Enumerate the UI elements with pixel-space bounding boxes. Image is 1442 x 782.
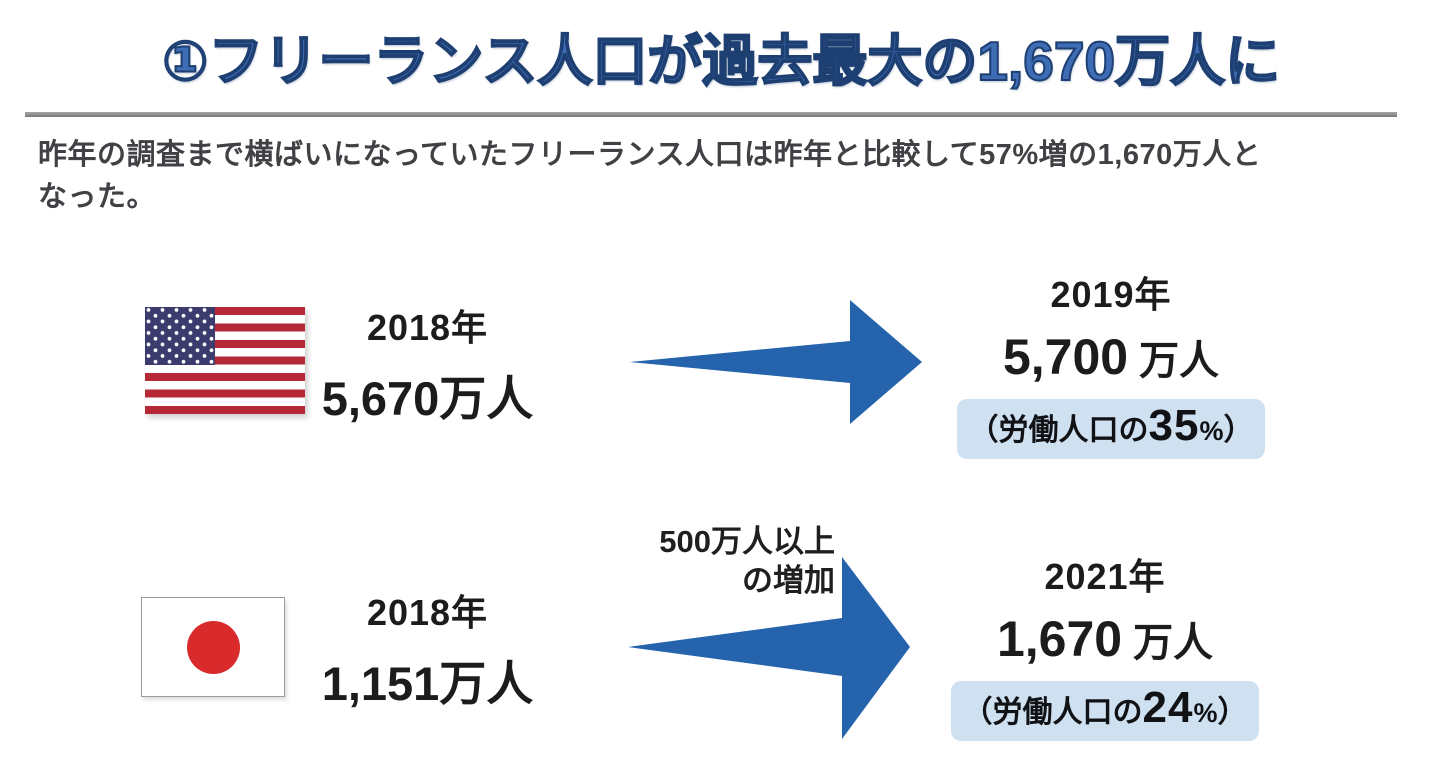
page-title: ①フリーランス人口が過去最大の1,670万人に: [161, 29, 1281, 93]
title-divider: [25, 112, 1397, 117]
badge-percent-sign: %: [1193, 698, 1218, 728]
arrow-right-icon: [630, 300, 922, 424]
us-labor-share-badge: （労働人口の 35 % ）: [956, 399, 1266, 459]
japan-after-unit: 万人: [1133, 621, 1214, 665]
increase-annotation: 500万人以上 の増加: [598, 522, 835, 600]
japan-after-value: 1,670 万人: [944, 610, 1266, 668]
arrow-right-icon: [628, 557, 910, 739]
us-after-year: 2019年: [1050, 274, 1172, 315]
badge-percent-sign: %: [1199, 416, 1224, 446]
us-before-year: 2018年: [366, 307, 489, 348]
us-after-unit: 万人: [1139, 339, 1220, 383]
badge-percent-value: 24: [1142, 683, 1194, 732]
us-after-value: 5,700 万人: [950, 328, 1272, 386]
japan-before-stat: 2018年 1,151万人: [310, 584, 545, 714]
us-after-number: 5,700: [1002, 329, 1129, 385]
intro-line-2: なった。: [38, 181, 157, 214]
japan-after-stat: 2021年 1,670 万人 （労働人口の 24 % ）: [944, 548, 1266, 741]
badge-prefix: （労働人口の: [968, 414, 1149, 447]
intro-paragraph: 昨年の調査まで横ばいになっていたフリーランス人口は昨年と比較して57%増の1,6…: [38, 134, 1418, 218]
japan-after-number: 1,670: [996, 611, 1123, 667]
intro-line-1: 昨年の調査まで横ばいになっていたフリーランス人口は昨年と比較して57%増の1,6…: [38, 139, 1262, 171]
japan-flag-icon: [141, 597, 285, 697]
us-before-stat: 2018年 5,670万人: [310, 299, 545, 429]
badge-prefix: （労働人口の: [962, 696, 1143, 729]
badge-percent-value: 35: [1148, 401, 1200, 450]
japan-flag-sun: [186, 620, 240, 674]
us-before-value: 5,670万人: [321, 372, 534, 425]
japan-labor-share-badge: （労働人口の 24 % ）: [950, 681, 1260, 741]
us-flag-canton: [145, 307, 215, 365]
badge-suffix: ）: [1223, 414, 1254, 447]
japan-before-value: 1,151万人: [321, 657, 534, 710]
japan-before-year: 2018年: [366, 592, 489, 633]
japan-after-year: 2021年: [1044, 556, 1166, 597]
us-flag-icon: [145, 307, 305, 414]
us-after-stat: 2019年 5,700 万人 （労働人口の 35 % ）: [950, 266, 1272, 459]
increase-annotation-line-1: 500万人以上: [659, 524, 835, 559]
increase-annotation-line-2: の増加: [742, 563, 835, 599]
badge-suffix: ）: [1217, 696, 1248, 729]
